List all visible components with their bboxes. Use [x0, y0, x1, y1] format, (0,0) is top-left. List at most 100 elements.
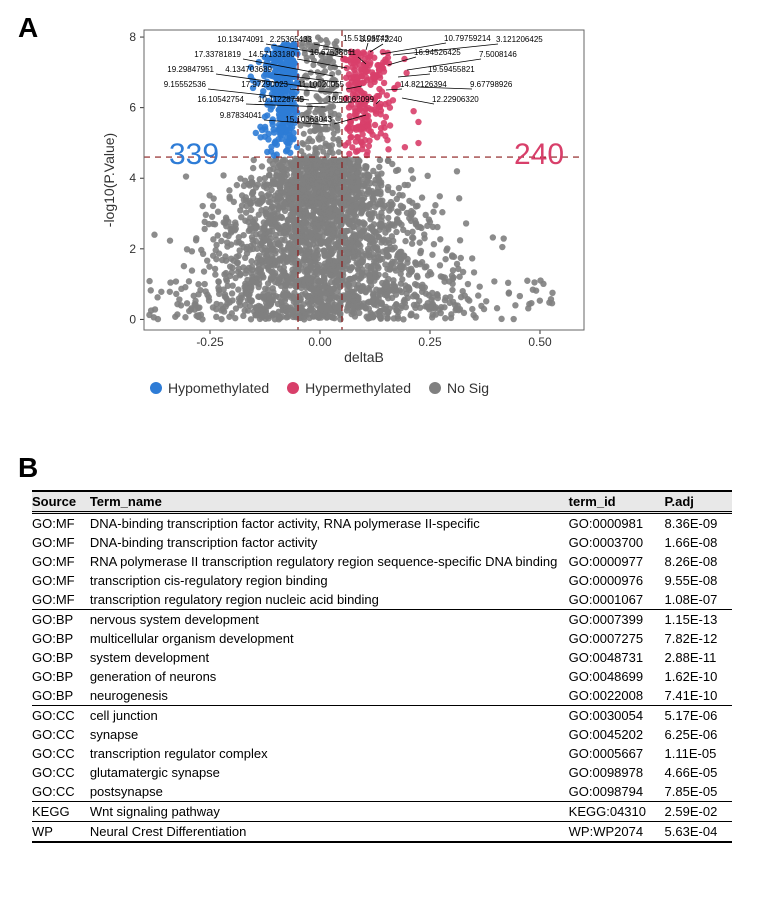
- table-cell: GO:MF: [32, 552, 90, 571]
- enrichment-table: Source Term_name term_id P.adj GO:MFDNA-…: [32, 490, 732, 843]
- enrichment-table-wrap: Source Term_name term_id P.adj GO:MFDNA-…: [32, 490, 732, 843]
- table-cell: 1.66E-08: [665, 533, 732, 552]
- table-row: WPNeural Crest DifferentiationWP:WP20745…: [32, 822, 732, 843]
- figure-root: A -0.250.000.250.5002468deltaB-log10(P.V…: [0, 0, 766, 909]
- table-cell: GO:MF: [32, 533, 90, 552]
- legend-dot-icon: [429, 382, 441, 394]
- table-cell: 6.25E-06: [665, 725, 732, 744]
- legend-label: No Sig: [447, 380, 489, 396]
- table-cell: 2.88E-11: [665, 648, 732, 667]
- legend-label: Hypermethylated: [305, 380, 411, 396]
- table-cell: Neural Crest Differentiation: [90, 822, 569, 843]
- svg-text:10.13474091: 10.13474091: [217, 35, 264, 44]
- svg-text:2: 2: [129, 242, 136, 256]
- svg-text:9.87834041: 9.87834041: [220, 111, 263, 120]
- legend-item: Hypermethylated: [287, 380, 411, 396]
- svg-text:2.25365433: 2.25365433: [270, 35, 313, 44]
- table-cell: Wnt signaling pathway: [90, 802, 569, 822]
- svg-text:0.25: 0.25: [418, 335, 442, 349]
- table-row: GO:CCsynapseGO:00452026.25E-06: [32, 725, 732, 744]
- svg-text:11.10020055: 11.10020055: [298, 80, 345, 89]
- table-cell: GO:0000981: [569, 513, 665, 534]
- th-source: Source: [32, 491, 90, 513]
- table-cell: 1.08E-07: [665, 590, 732, 610]
- table-cell: GO:0048731: [569, 648, 665, 667]
- table-row: GO:MFDNA-binding transcription factor ac…: [32, 513, 732, 534]
- svg-text:4.134703689: 4.134703689: [225, 65, 272, 74]
- table-cell: multicellular organism development: [90, 629, 569, 648]
- svg-text:17.33781819: 17.33781819: [194, 50, 241, 59]
- table-cell: GO:0000976: [569, 571, 665, 590]
- th-term: Term_name: [90, 491, 569, 513]
- table-cell: 9.55E-08: [665, 571, 732, 590]
- table-cell: 1.15E-13: [665, 610, 732, 630]
- table-cell: GO:0022008: [569, 686, 665, 706]
- table-cell: GO:CC: [32, 725, 90, 744]
- table-row: GO:BPnervous system developmentGO:000739…: [32, 610, 732, 630]
- x-axis-title: deltaB: [344, 349, 384, 365]
- table-cell: DNA-binding transcription factor activit…: [90, 533, 569, 552]
- table-cell: GO:CC: [32, 744, 90, 763]
- svg-text:19.29847951: 19.29847951: [167, 65, 214, 74]
- table-row: GO:MFRNA polymerase II transcription reg…: [32, 552, 732, 571]
- table-cell: GO:BP: [32, 610, 90, 630]
- table-row: GO:CCcell junctionGO:00300545.17E-06: [32, 706, 732, 726]
- table-row: GO:MFDNA-binding transcription factor ac…: [32, 533, 732, 552]
- svg-text:3.121206425: 3.121206425: [496, 35, 543, 44]
- table-cell: 8.36E-09: [665, 513, 732, 534]
- svg-text:10.11228745: 10.11228745: [258, 95, 305, 104]
- table-cell: 1.62E-10: [665, 667, 732, 686]
- table-cell: GO:MF: [32, 571, 90, 590]
- table-cell: GO:CC: [32, 782, 90, 802]
- table-cell: GO:0000977: [569, 552, 665, 571]
- svg-text:9.67798926: 9.67798926: [470, 80, 513, 89]
- table-cell: nervous system development: [90, 610, 569, 630]
- table-cell: 8.26E-08: [665, 552, 732, 571]
- legend-dot-icon: [150, 382, 162, 394]
- svg-text:4: 4: [129, 171, 136, 185]
- table-cell: WP:WP2074: [569, 822, 665, 843]
- table-cell: GO:0098978: [569, 763, 665, 782]
- svg-text:9.15552536: 9.15552536: [164, 80, 207, 89]
- table-cell: 5.63E-04: [665, 822, 732, 843]
- th-id: term_id: [569, 491, 665, 513]
- table-cell: GO:BP: [32, 648, 90, 667]
- legend-label: Hypomethylated: [168, 380, 269, 396]
- table-row: GO:BPsystem developmentGO:00487312.88E-1…: [32, 648, 732, 667]
- hypo-count-label: 339: [169, 138, 219, 172]
- table-row: GO:BPneurogenesisGO:00220087.41E-10: [32, 686, 732, 706]
- table-cell: transcription cis-regulatory region bind…: [90, 571, 569, 590]
- table-cell: WP: [32, 822, 90, 843]
- table-cell: GO:0030054: [569, 706, 665, 726]
- table-row: KEGGWnt signaling pathwayKEGG:043102.59E…: [32, 802, 732, 822]
- svg-text:17.97290023: 17.97290023: [241, 80, 288, 89]
- table-row: GO:CCglutamatergic synapseGO:00989784.66…: [32, 763, 732, 782]
- table-cell: neurogenesis: [90, 686, 569, 706]
- table-cell: 7.41E-10: [665, 686, 732, 706]
- volcano-chart: -0.250.000.250.5002468deltaB-log10(P.Val…: [100, 24, 592, 370]
- svg-text:15.10063043: 15.10063043: [285, 115, 332, 124]
- svg-text:6: 6: [129, 101, 136, 115]
- table-row: GO:CCtranscription regulator complexGO:0…: [32, 744, 732, 763]
- table-row: GO:MFtranscription cis-regulatory region…: [32, 571, 732, 590]
- table-cell: synapse: [90, 725, 569, 744]
- table-cell: GO:0007275: [569, 629, 665, 648]
- table-cell: GO:MF: [32, 590, 90, 610]
- th-padj: P.adj: [665, 491, 732, 513]
- chart-legend: Hypomethylated Hypermethylated No Sig: [150, 380, 489, 396]
- table-row: GO:BPgeneration of neuronsGO:00486991.62…: [32, 667, 732, 686]
- table-cell: 1.11E-05: [665, 744, 732, 763]
- svg-text:0.50: 0.50: [528, 335, 552, 349]
- table-cell: GO:0045202: [569, 725, 665, 744]
- svg-text:16.10542754: 16.10542754: [197, 95, 244, 104]
- table-cell: KEGG: [32, 802, 90, 822]
- table-cell: 7.82E-12: [665, 629, 732, 648]
- table-cell: postsynapse: [90, 782, 569, 802]
- table-cell: GO:BP: [32, 629, 90, 648]
- svg-text:7.5008146: 7.5008146: [479, 50, 517, 59]
- table-cell: transcription regulatory region nucleic …: [90, 590, 569, 610]
- svg-text:14.57133180: 14.57133180: [248, 50, 295, 59]
- hyper-count-label: 240: [514, 138, 564, 172]
- table-cell: 5.17E-06: [665, 706, 732, 726]
- svg-text:0: 0: [129, 312, 136, 326]
